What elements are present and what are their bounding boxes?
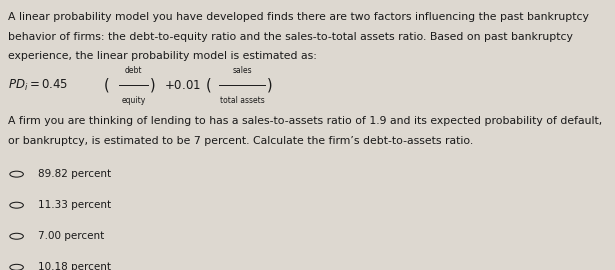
Text: debt: debt	[125, 66, 142, 75]
Text: behavior of firms: the debt-to-equity ratio and the sales-to-total assets ratio.: behavior of firms: the debt-to-equity ra…	[8, 32, 573, 42]
Text: A linear probability model you have developed finds there are two factors influe: A linear probability model you have deve…	[8, 12, 589, 22]
Text: 10.18 percent: 10.18 percent	[38, 262, 111, 270]
Text: (: (	[103, 78, 109, 93]
Text: 11.33 percent: 11.33 percent	[38, 200, 111, 210]
Text: A firm you are thinking of lending to has a sales-to-assets ratio of 1.9 and its: A firm you are thinking of lending to ha…	[8, 116, 602, 126]
Text: $PD_i = 0.45$: $PD_i = 0.45$	[8, 78, 68, 93]
Text: 89.82 percent: 89.82 percent	[38, 169, 111, 179]
Text: ): )	[267, 78, 272, 93]
Text: (: (	[205, 78, 211, 93]
Text: or bankruptcy, is estimated to be 7 percent. Calculate the firm’s debt-to-assets: or bankruptcy, is estimated to be 7 perc…	[8, 136, 474, 146]
Text: ): )	[150, 78, 156, 93]
Text: sales: sales	[232, 66, 252, 75]
Text: 7.00 percent: 7.00 percent	[38, 231, 104, 241]
Text: $+ 0.01$: $+ 0.01$	[164, 79, 200, 92]
Text: equity: equity	[121, 96, 146, 105]
Text: experience, the linear probability model is estimated as:: experience, the linear probability model…	[8, 51, 317, 61]
Text: total assets: total assets	[220, 96, 264, 105]
